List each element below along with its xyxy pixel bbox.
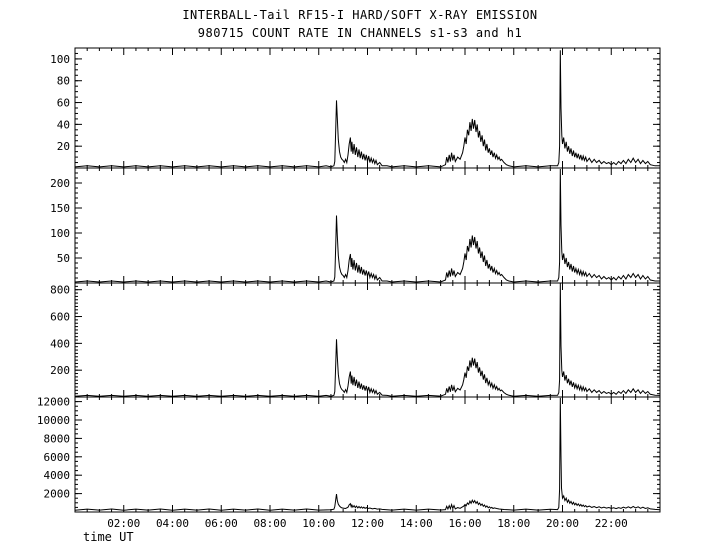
- svg-text:40: 40: [57, 118, 70, 131]
- svg-text:20: 20: [57, 140, 70, 153]
- svg-text:08:00: 08:00: [253, 517, 286, 530]
- svg-text:80: 80: [57, 75, 70, 88]
- svg-text:400: 400: [50, 337, 70, 350]
- panel-s1: 20 40 60 80 100: [50, 47, 661, 169]
- svg-text:12000: 12000: [37, 396, 70, 409]
- svg-text:04:00: 04:00: [156, 517, 189, 530]
- svg-text:14:00: 14:00: [400, 517, 433, 530]
- chart-subtitle: 980715 COUNT RATE IN CHANNELS s1-s3 and …: [197, 26, 523, 40]
- panel-h1: 2000 4000 6000 8000 10000 12000 02:00 04:00 06:0…: [37, 396, 661, 530]
- svg-text:200: 200: [50, 177, 70, 190]
- svg-text:22:00: 22:00: [595, 517, 628, 530]
- svg-text:10000: 10000: [37, 414, 70, 427]
- svg-text:2000: 2000: [44, 488, 71, 501]
- panel-s3: 200 400 600 800: [50, 282, 661, 398]
- svg-text:200: 200: [50, 364, 70, 377]
- svg-text:02:00: 02:00: [107, 517, 140, 530]
- svg-text:100: 100: [50, 53, 70, 66]
- series-s2: [74, 168, 660, 283]
- svg-text:8000: 8000: [44, 432, 71, 445]
- svg-text:12:00: 12:00: [351, 517, 384, 530]
- series-s3: [74, 283, 660, 397]
- svg-text:18:00: 18:00: [497, 517, 530, 530]
- svg-text:100: 100: [50, 227, 70, 240]
- series-s1: [74, 50, 660, 168]
- x-axis-label: time UT: [83, 530, 134, 544]
- svg-text:600: 600: [50, 311, 70, 324]
- svg-text:06:00: 06:00: [205, 517, 238, 530]
- chart-title: INTERBALL-Tail RF15-I HARD/SOFT X-RAY EM…: [182, 8, 538, 22]
- svg-text:10:00: 10:00: [302, 517, 335, 530]
- svg-text:150: 150: [50, 202, 70, 215]
- panel-s2: 50 100 150 200: [50, 167, 661, 284]
- svg-text:4000: 4000: [44, 469, 71, 482]
- svg-text:20:00: 20:00: [546, 517, 579, 530]
- svg-text:60: 60: [57, 97, 70, 110]
- svg-text:6000: 6000: [44, 451, 71, 464]
- svg-text:16:00: 16:00: [448, 517, 481, 530]
- series-h1: [74, 397, 660, 511]
- svg-text:800: 800: [50, 284, 70, 297]
- svg-text:50: 50: [57, 252, 70, 265]
